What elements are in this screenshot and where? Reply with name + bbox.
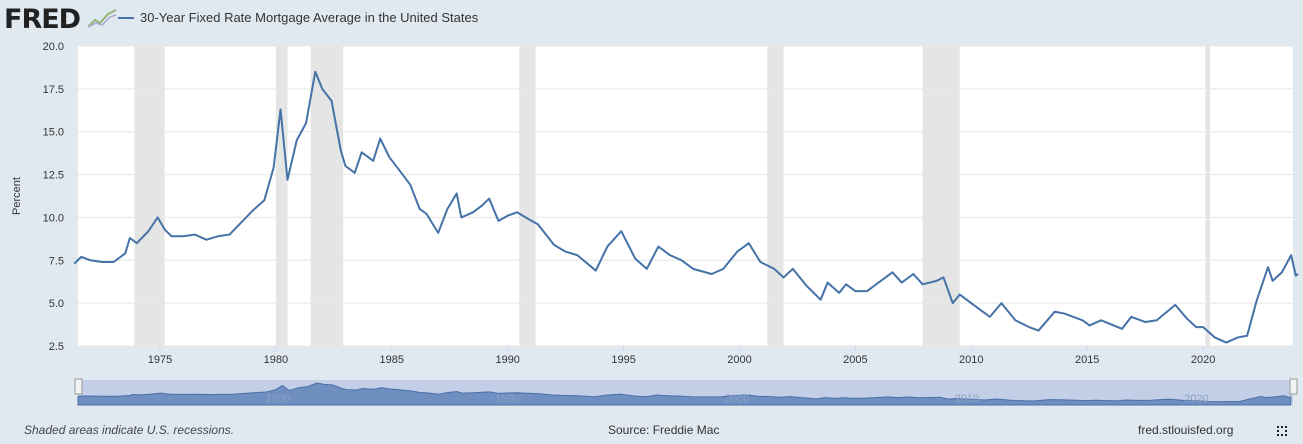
navigator-window bbox=[78, 380, 1293, 405]
x-tick-label: 2010 bbox=[959, 354, 983, 366]
legend-swatch bbox=[118, 16, 134, 19]
recession-band bbox=[922, 46, 960, 346]
fred-logo-graph-icon bbox=[87, 9, 117, 28]
chart-legend[interactable]: 30-Year Fixed Rate Mortgage Average in t… bbox=[118, 10, 478, 25]
x-tick-label: 2000 bbox=[727, 354, 751, 366]
recession-band bbox=[767, 46, 784, 346]
site-link[interactable]: fred.stlouisfed.org bbox=[1138, 423, 1234, 437]
recession-note: Shaded areas indicate U.S. recessions. bbox=[24, 423, 235, 437]
y-tick-label: 7.5 bbox=[49, 255, 64, 267]
x-tick-label: 1990 bbox=[495, 354, 519, 366]
fullscreen-icon[interactable] bbox=[1277, 426, 1287, 436]
navigator-handle[interactable] bbox=[74, 378, 83, 395]
y-tick-label: 20.0 bbox=[43, 41, 64, 53]
recession-band bbox=[519, 46, 536, 346]
navigator-tick-label: 1980 bbox=[266, 393, 290, 405]
series-line bbox=[73, 70, 1299, 344]
navigator-tick-label: 2000 bbox=[725, 393, 749, 405]
y-axis-label: Percent bbox=[11, 177, 23, 215]
x-tick-label: 1980 bbox=[264, 354, 288, 366]
y-tick-label: 17.5 bbox=[43, 84, 64, 96]
x-tick-label: 1995 bbox=[611, 354, 635, 366]
x-tick-label: 2020 bbox=[1191, 354, 1215, 366]
y-tick-label: 2.5 bbox=[49, 341, 64, 353]
x-tick-label: 2005 bbox=[843, 354, 867, 366]
y-tick-label: 15.0 bbox=[43, 127, 64, 139]
recession-band bbox=[275, 46, 288, 346]
navigator-series bbox=[77, 382, 1292, 406]
y-tick-label: 10.0 bbox=[43, 212, 64, 224]
y-tick-label: 12.5 bbox=[43, 170, 64, 182]
legend-label: 30-Year Fixed Rate Mortgage Average in t… bbox=[140, 10, 479, 25]
navigator-tick-label: 1990 bbox=[495, 393, 519, 405]
x-tick-label: 1975 bbox=[148, 354, 172, 366]
y-tick-label: 5.0 bbox=[49, 298, 64, 310]
recession-band bbox=[134, 46, 165, 346]
navigator-handle[interactable] bbox=[1289, 378, 1298, 395]
navigator-tick-label: 2010 bbox=[955, 393, 979, 405]
recession-band bbox=[310, 46, 344, 346]
fred-logo[interactable]: FRED bbox=[4, 4, 81, 35]
source-text: Source: Freddie Mac bbox=[608, 423, 720, 437]
plot-area bbox=[78, 46, 1293, 346]
recession-band bbox=[1205, 46, 1211, 346]
navigator-tick-label: 2020 bbox=[1184, 393, 1208, 405]
x-tick-label: 2015 bbox=[1075, 354, 1099, 366]
x-tick-label: 1985 bbox=[380, 354, 404, 366]
